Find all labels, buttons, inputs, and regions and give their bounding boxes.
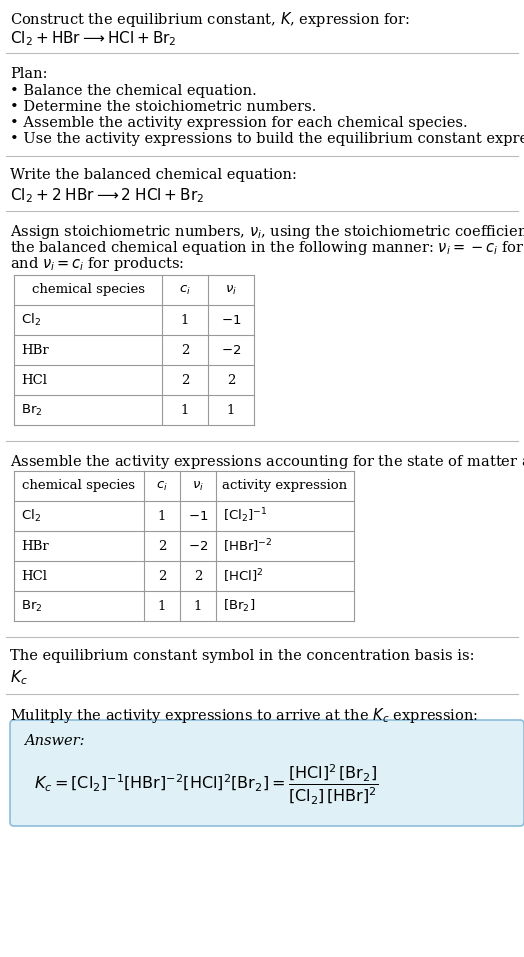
Text: $-2$: $-2$ xyxy=(221,344,241,357)
Text: $\nu_i$: $\nu_i$ xyxy=(225,283,237,297)
Text: chemical species: chemical species xyxy=(23,479,136,493)
Text: Plan:: Plan: xyxy=(10,67,48,81)
Text: 1: 1 xyxy=(158,509,166,523)
Text: $K_c$: $K_c$ xyxy=(10,668,28,687)
Text: $\mathrm{Cl_2 + HBr \longrightarrow HCl + Br_2}$: $\mathrm{Cl_2 + HBr \longrightarrow HCl … xyxy=(10,29,177,48)
Text: activity expression: activity expression xyxy=(222,479,347,493)
Text: Write the balanced chemical equation:: Write the balanced chemical equation: xyxy=(10,168,297,182)
Text: $[\mathrm{Cl_2}]^{-1}$: $[\mathrm{Cl_2}]^{-1}$ xyxy=(223,506,268,525)
Text: $\mathrm{Br_2}$: $\mathrm{Br_2}$ xyxy=(21,403,42,417)
Text: HBr: HBr xyxy=(21,344,49,357)
Text: $\mathrm{Br_2}$: $\mathrm{Br_2}$ xyxy=(21,598,42,613)
Text: $-1$: $-1$ xyxy=(188,509,208,523)
Text: $[\mathrm{HCl}]^2$: $[\mathrm{HCl}]^2$ xyxy=(223,568,263,585)
Text: • Balance the chemical equation.: • Balance the chemical equation. xyxy=(10,84,257,98)
Text: $[\mathrm{HBr}]^{-2}$: $[\mathrm{HBr}]^{-2}$ xyxy=(223,537,272,555)
Text: Answer:: Answer: xyxy=(24,734,84,748)
Text: • Use the activity expressions to build the equilibrium constant expression.: • Use the activity expressions to build … xyxy=(10,132,524,146)
Text: the balanced chemical equation in the following manner: $\nu_i = -c_i$ for react: the balanced chemical equation in the fo… xyxy=(10,239,524,257)
Text: 1: 1 xyxy=(194,599,202,612)
Text: 2: 2 xyxy=(158,569,166,583)
Text: $\nu_i$: $\nu_i$ xyxy=(192,479,204,493)
Text: Mulitply the activity expressions to arrive at the $K_c$ expression:: Mulitply the activity expressions to arr… xyxy=(10,706,478,725)
Text: HCl: HCl xyxy=(21,569,47,583)
Text: and $\nu_i = c_i$ for products:: and $\nu_i = c_i$ for products: xyxy=(10,255,184,273)
Text: $K_c = [\mathrm{Cl_2}]^{-1} [\mathrm{HBr}]^{-2} [\mathrm{HCl}]^2 [\mathrm{Br_2}]: $K_c = [\mathrm{Cl_2}]^{-1} [\mathrm{HBr… xyxy=(34,762,378,806)
Text: • Assemble the activity expression for each chemical species.: • Assemble the activity expression for e… xyxy=(10,116,467,130)
FancyBboxPatch shape xyxy=(10,720,524,826)
Text: 2: 2 xyxy=(194,569,202,583)
Text: $-2$: $-2$ xyxy=(188,540,208,552)
Text: $-1$: $-1$ xyxy=(221,314,241,326)
Text: $[\mathrm{Br_2}]$: $[\mathrm{Br_2}]$ xyxy=(223,598,255,614)
Text: 1: 1 xyxy=(181,404,189,416)
Text: Assign stoichiometric numbers, $\nu_i$, using the stoichiometric coefficients, $: Assign stoichiometric numbers, $\nu_i$, … xyxy=(10,223,524,241)
Text: 2: 2 xyxy=(181,373,189,387)
Text: $c_i$: $c_i$ xyxy=(179,283,191,297)
Text: $\mathrm{Cl_2}$: $\mathrm{Cl_2}$ xyxy=(21,508,41,524)
Text: • Determine the stoichiometric numbers.: • Determine the stoichiometric numbers. xyxy=(10,100,316,114)
Text: 1: 1 xyxy=(181,314,189,326)
Text: Assemble the activity expressions accounting for the state of matter and $\nu_i$: Assemble the activity expressions accoun… xyxy=(10,453,524,471)
Text: chemical species: chemical species xyxy=(31,283,145,297)
Text: HBr: HBr xyxy=(21,540,49,552)
Text: 2: 2 xyxy=(181,344,189,357)
Text: $c_i$: $c_i$ xyxy=(156,479,168,493)
Text: 1: 1 xyxy=(158,599,166,612)
Text: Construct the equilibrium constant, $K$, expression for:: Construct the equilibrium constant, $K$,… xyxy=(10,10,410,29)
Text: The equilibrium constant symbol in the concentration basis is:: The equilibrium constant symbol in the c… xyxy=(10,649,475,663)
Text: 2: 2 xyxy=(227,373,235,387)
Text: 2: 2 xyxy=(158,540,166,552)
Text: $\mathrm{Cl_2 + 2\; HBr \longrightarrow 2\; HCl + Br_2}$: $\mathrm{Cl_2 + 2\; HBr \longrightarrow … xyxy=(10,186,204,205)
Text: $\mathrm{Cl_2}$: $\mathrm{Cl_2}$ xyxy=(21,312,41,328)
Text: HCl: HCl xyxy=(21,373,47,387)
Text: 1: 1 xyxy=(227,404,235,416)
